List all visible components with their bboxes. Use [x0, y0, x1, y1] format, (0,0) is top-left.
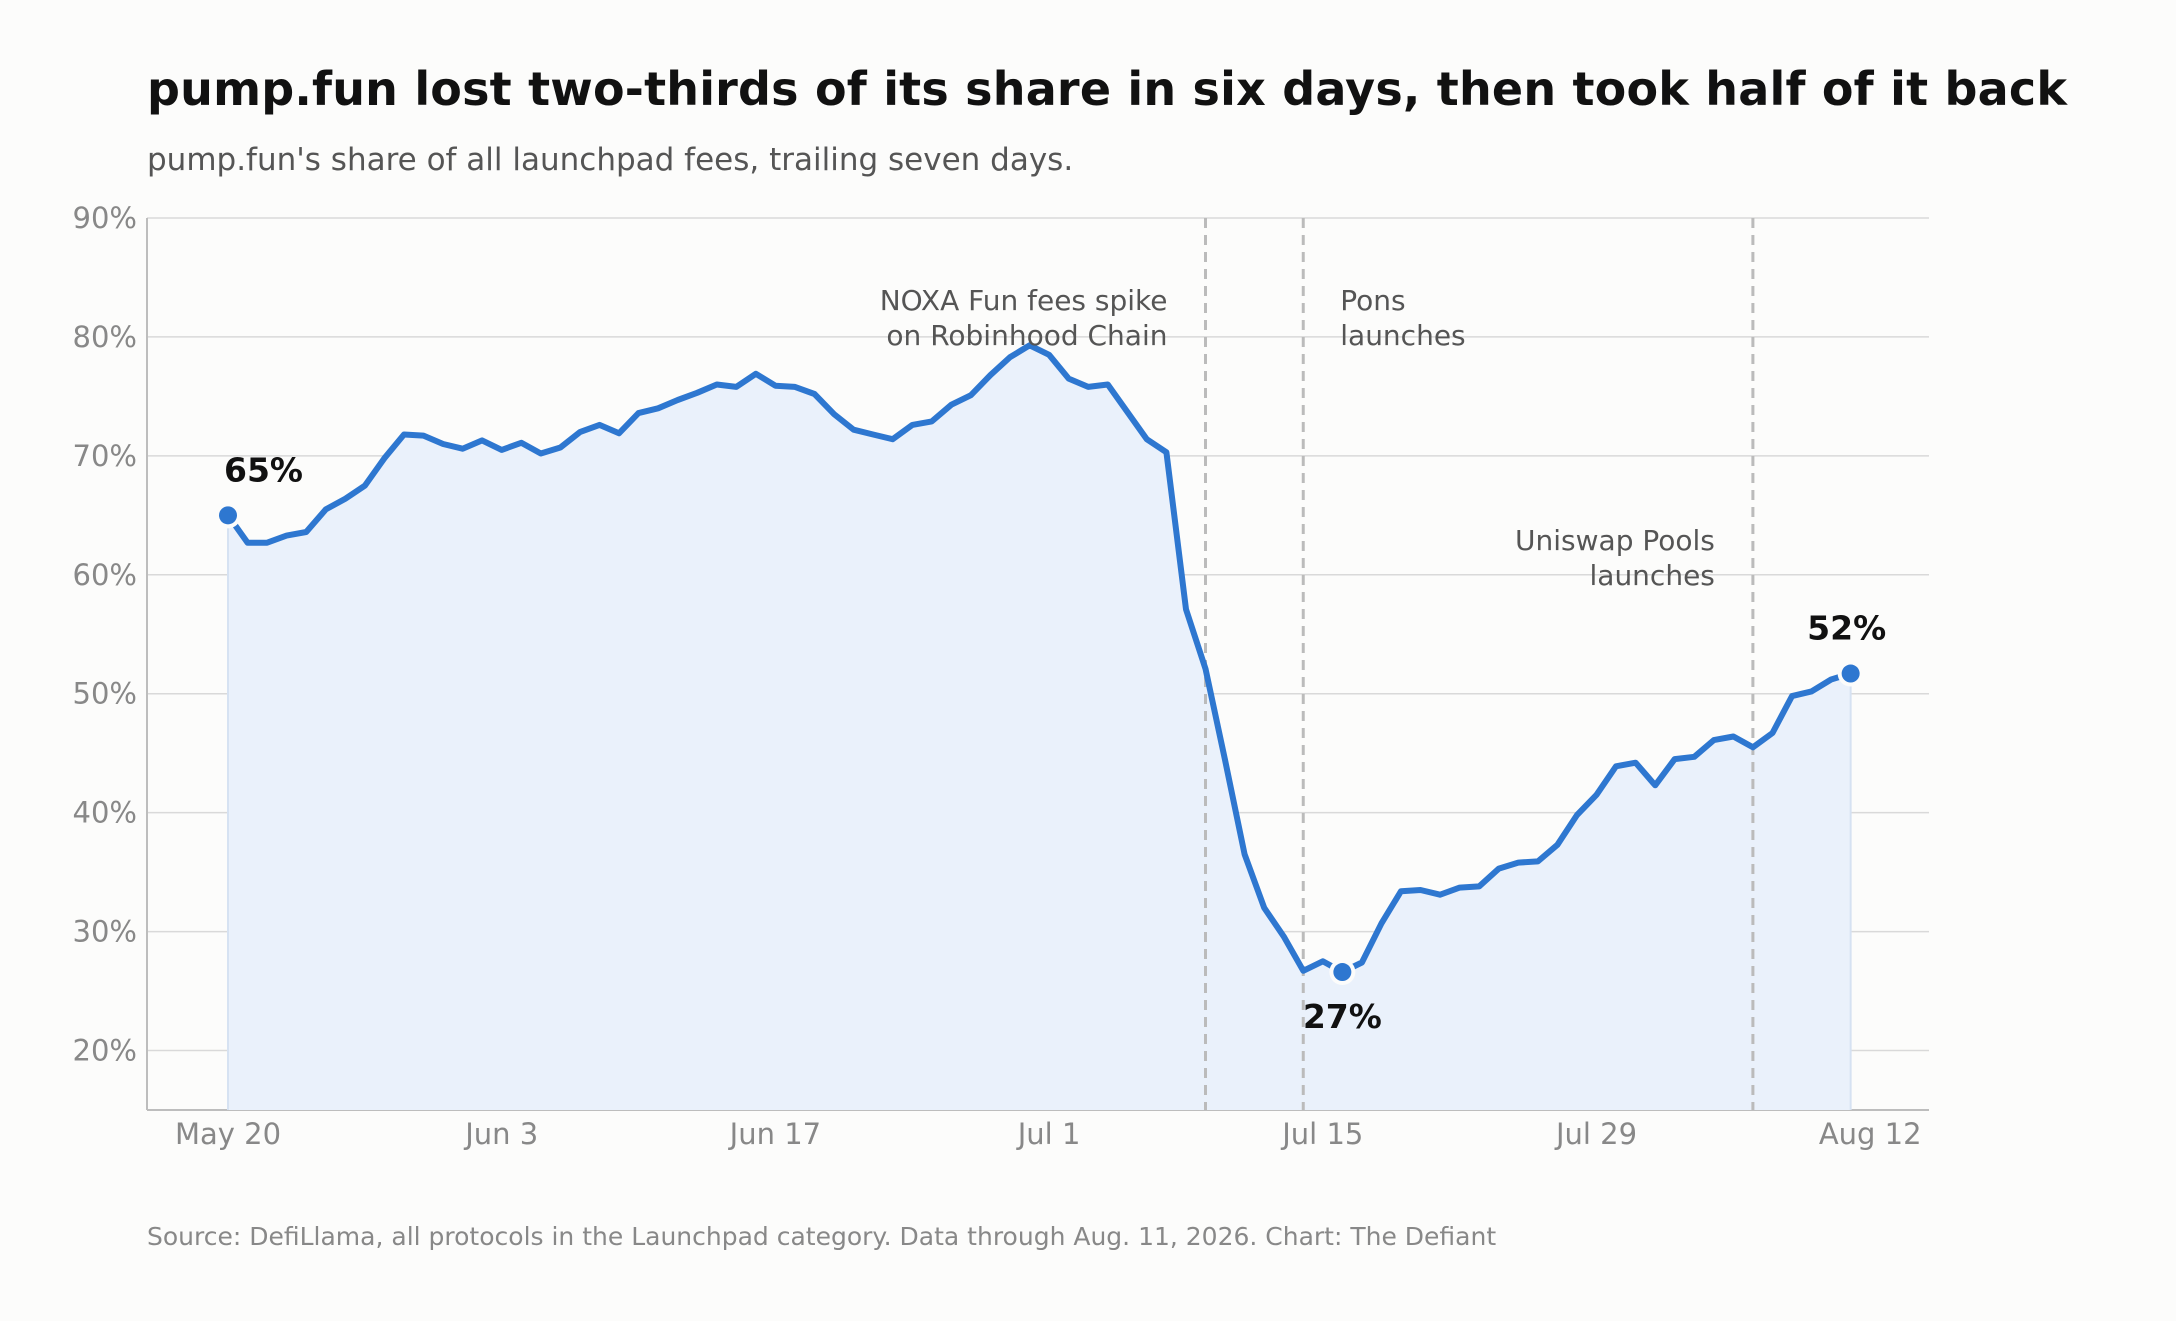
- y-tick-label: 90%: [73, 201, 137, 235]
- y-tick-label: 70%: [73, 439, 137, 473]
- x-tick-label: Jul 29: [1554, 1117, 1637, 1151]
- y-tick-label: 20%: [73, 1034, 137, 1068]
- event-annotation: launches: [1590, 559, 1715, 592]
- chart-title: pump.fun lost two-thirds of its share in…: [147, 62, 2068, 116]
- x-tick-label: Jun 17: [728, 1117, 821, 1151]
- y-tick-label: 50%: [73, 677, 137, 711]
- event-annotation: launches: [1340, 319, 1465, 352]
- source-note: Source: DefiLlama, all protocols in the …: [147, 1222, 1497, 1251]
- event-annotation: on Robinhood Chain: [886, 319, 1167, 352]
- data-label: 27%: [1303, 997, 1382, 1036]
- highlight-point: [1841, 664, 1860, 683]
- chart-subtitle: pump.fun's share of all launchpad fees, …: [147, 142, 1074, 178]
- y-tick-label: 40%: [73, 796, 137, 830]
- y-tick-label: 30%: [73, 915, 137, 949]
- x-tick-label: Jul 15: [1280, 1117, 1363, 1151]
- x-tick-label: Jun 3: [463, 1117, 538, 1151]
- data-label: 52%: [1807, 609, 1886, 648]
- data-label: 65%: [224, 450, 303, 489]
- area-fill: [228, 345, 1851, 1110]
- event-annotation: Pons: [1340, 284, 1405, 317]
- highlight-point: [219, 506, 237, 525]
- event-annotation: NOXA Fun fees spike: [880, 284, 1168, 317]
- event-annotation: Uniswap Pools: [1515, 524, 1715, 557]
- y-tick-label: 60%: [73, 558, 137, 592]
- series-line: [225, 342, 1854, 975]
- x-tick-label: May 20: [175, 1117, 281, 1151]
- y-tick-label: 80%: [73, 320, 137, 354]
- x-tick-label: Aug 12: [1819, 1117, 1922, 1151]
- x-tick-label: Jul 1: [1016, 1117, 1081, 1151]
- highlight-point: [1333, 963, 1352, 982]
